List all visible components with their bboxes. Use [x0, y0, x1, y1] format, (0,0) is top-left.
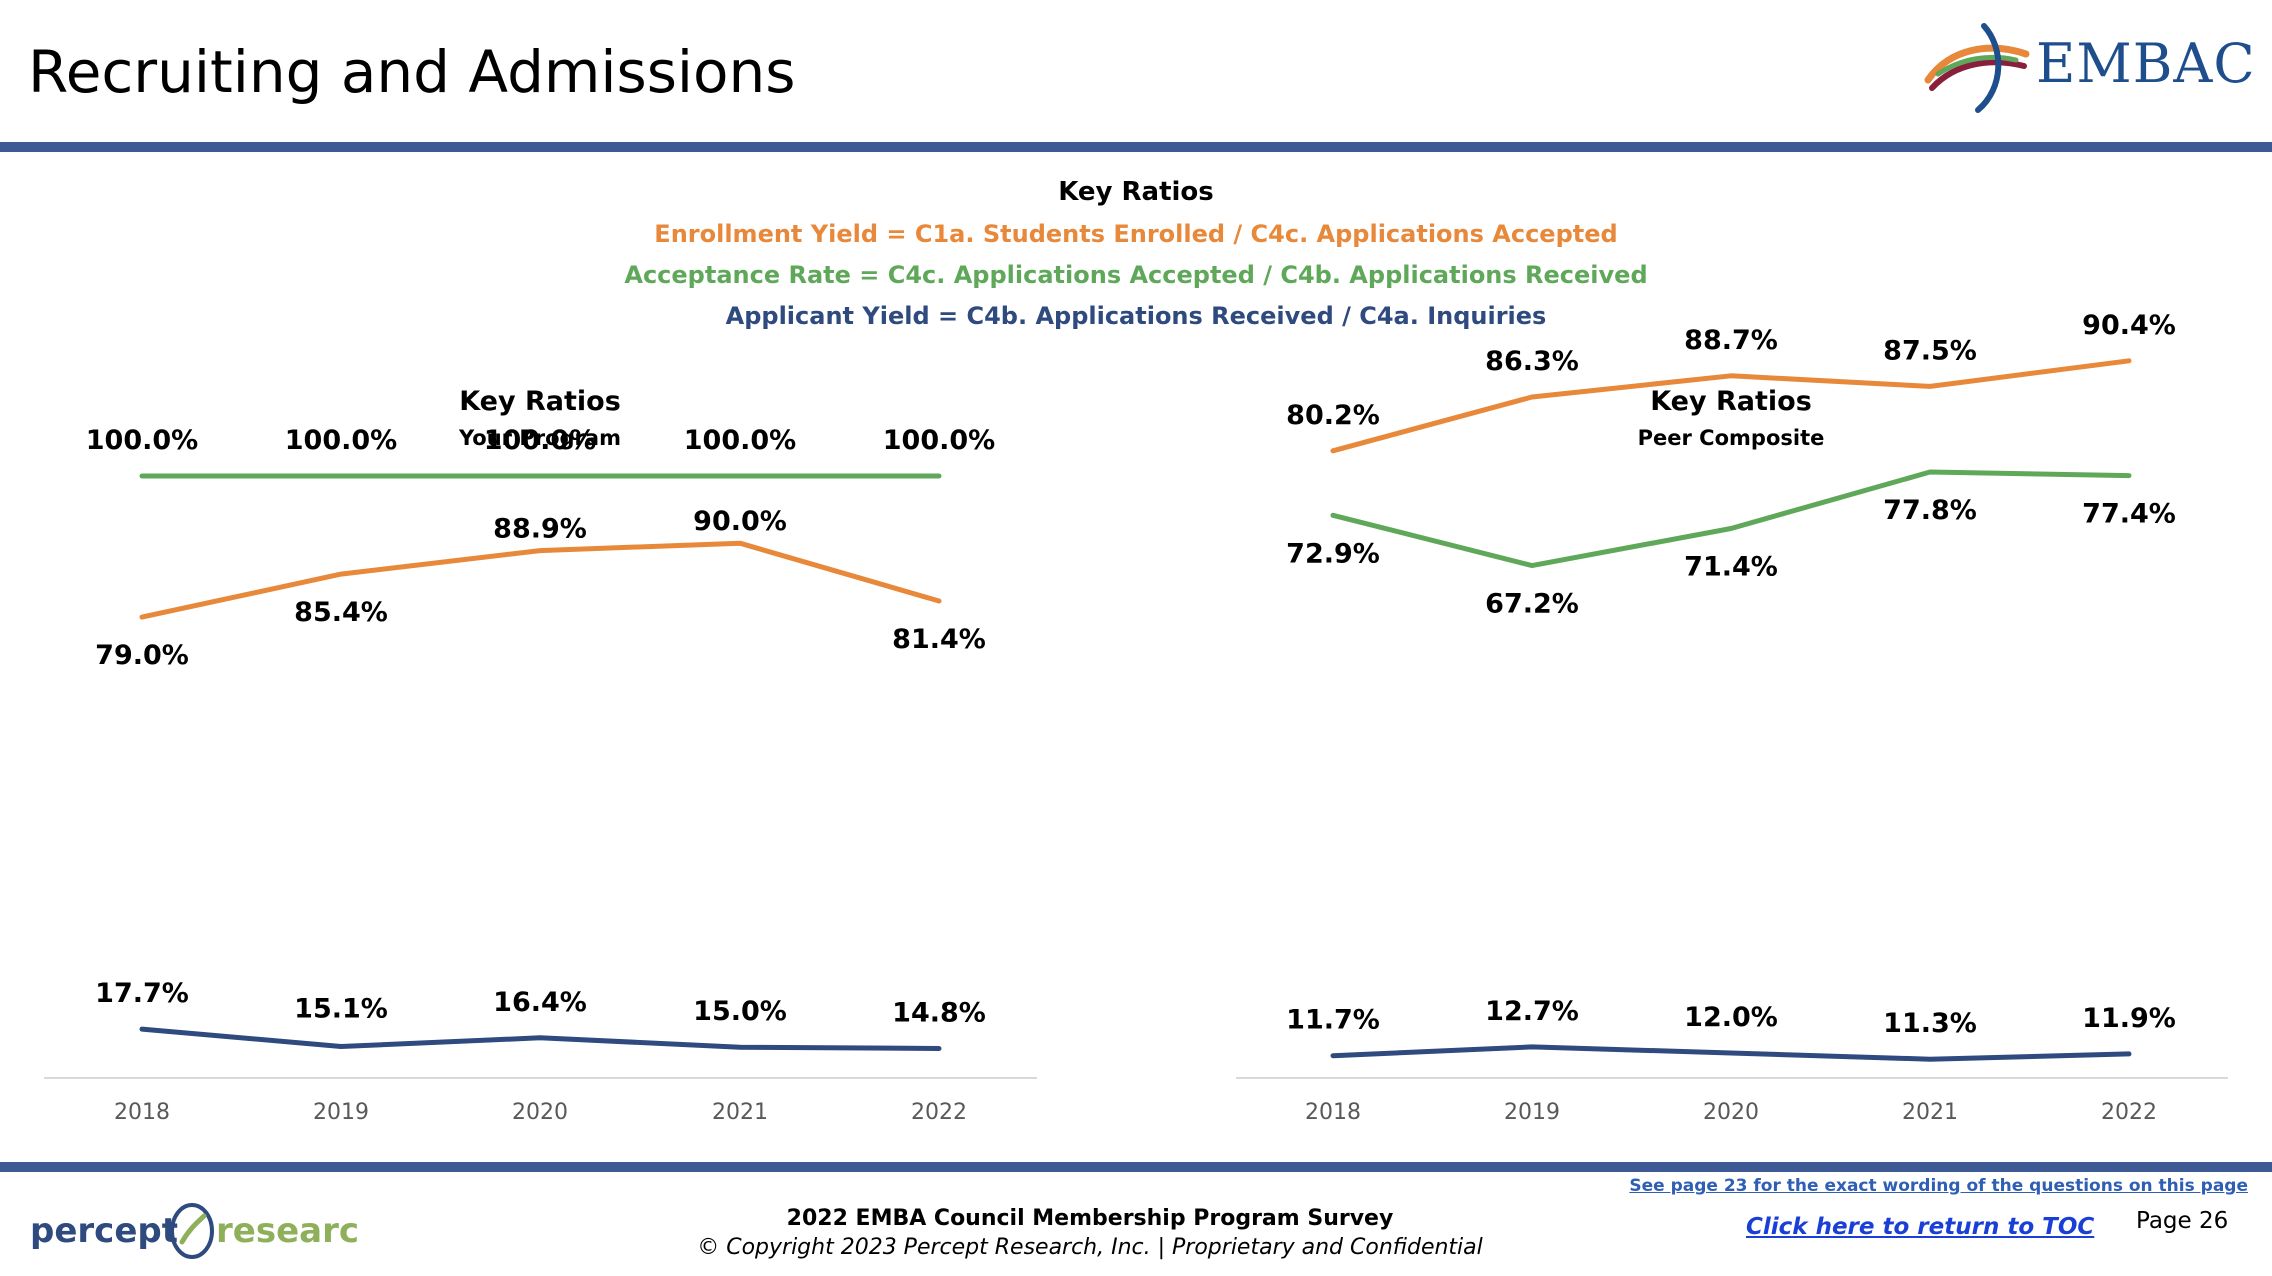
data-label: 100.0%: [86, 425, 198, 456]
data-label: 12.7%: [1485, 996, 1579, 1027]
data-label: 90.4%: [2082, 310, 2176, 341]
chart-title: Key Ratios: [1650, 386, 1812, 417]
data-label: 12.0%: [1684, 1002, 1778, 1033]
data-label: 15.0%: [693, 996, 787, 1027]
data-label: 16.4%: [493, 987, 587, 1018]
data-label: 100.0%: [684, 425, 796, 456]
legend-enrollment-yield: Enrollment Yield = C1a. Students Enrolle…: [654, 220, 1618, 248]
data-label: 77.8%: [1883, 495, 1977, 526]
data-label: 88.7%: [1684, 325, 1778, 356]
header-divider: [0, 142, 2272, 152]
x-tick-label: 2021: [712, 1100, 768, 1125]
data-label: 11.7%: [1286, 1005, 1380, 1036]
x-tick-label: 2021: [1902, 1100, 1958, 1125]
key-ratios-charts: Key Ratios Your Program 2018 2019 2020 2021 20…: [44, 310, 2228, 1125]
x-tick-label: 2018: [114, 1100, 170, 1125]
footer-text: 2022 EMBA Council Membership Program Sur…: [0, 1206, 2272, 1260]
data-label: 85.4%: [294, 597, 388, 628]
data-label: 80.2%: [1286, 400, 1380, 431]
data-label: 14.8%: [892, 998, 986, 1029]
percept-research-logo: percept research: [30, 1198, 383, 1264]
data-label: 17.7%: [95, 978, 189, 1009]
x-tick-label: 2018: [1305, 1100, 1361, 1125]
embac-logo-text: EMBAC: [2036, 32, 2256, 95]
data-label: 86.3%: [1485, 346, 1579, 377]
data-label: 100.0%: [484, 425, 596, 456]
copyright: © Copyright 2023 Percept Research, Inc. …: [697, 1235, 1483, 1260]
series-line: [139, 1026, 942, 1051]
embac-swoosh-icon: [1924, 23, 2030, 113]
page-number: Page 26: [2136, 1208, 2229, 1234]
data-label: 71.4%: [1684, 552, 1778, 583]
chart-title: Key Ratios: [459, 386, 621, 417]
x-tick-label: 2019: [1504, 1100, 1560, 1125]
chart-subtitle: Your Program: [458, 426, 621, 450]
data-label: 72.9%: [1286, 538, 1380, 569]
data-label: 87.5%: [1883, 335, 1977, 366]
data-label: 11.9%: [2082, 1003, 2176, 1034]
data-label: 100.0%: [285, 425, 397, 456]
x-tick-label: 2022: [2101, 1100, 2157, 1125]
data-label: 67.2%: [1485, 589, 1579, 620]
svg-text:research: research: [216, 1211, 360, 1251]
legend-acceptance-rate: Acceptance Rate = C4c. Applications Acce…: [624, 261, 1648, 289]
page-title: Recruiting and Admissions: [28, 38, 796, 106]
data-label: 15.1%: [294, 994, 388, 1025]
legend-heading: Key Ratios: [1058, 177, 1214, 207]
series-line: [139, 540, 942, 620]
data-label: 100.0%: [883, 425, 995, 456]
embac-logo: EMBAC: [1920, 18, 2255, 118]
data-label: 79.0%: [95, 640, 189, 671]
x-tick-label: 2020: [1703, 1100, 1759, 1125]
chart-subtitle: Peer Composite: [1638, 426, 1825, 450]
question-wording-link[interactable]: See page 23 for the exact wording of the…: [1629, 1176, 2248, 1196]
data-label: 77.4%: [2082, 499, 2176, 530]
footer-divider: [0, 1162, 2272, 1172]
return-to-toc-link[interactable]: Click here to return to TOC: [1746, 1214, 2095, 1240]
svg-text:percept: percept: [30, 1211, 178, 1251]
data-label: 81.4%: [892, 624, 986, 655]
percept-research-logo-icon: percept research: [30, 1203, 383, 1259]
x-tick-label: 2019: [313, 1100, 369, 1125]
data-label: 90.0%: [693, 506, 787, 537]
data-label: 11.3%: [1883, 1008, 1977, 1039]
legend-applicant-yield: Applicant Yield = C4b. Applications Rece…: [725, 302, 1547, 330]
key-ratios-legend: Key Ratios Enrollment Yield = C1a. Stude…: [0, 170, 2272, 337]
data-label: 88.9%: [493, 514, 587, 545]
survey-name: 2022 EMBA Council Membership Program Sur…: [786, 1206, 1394, 1231]
x-tick-label: 2022: [911, 1100, 967, 1125]
x-tick-label: 2020: [512, 1100, 568, 1125]
